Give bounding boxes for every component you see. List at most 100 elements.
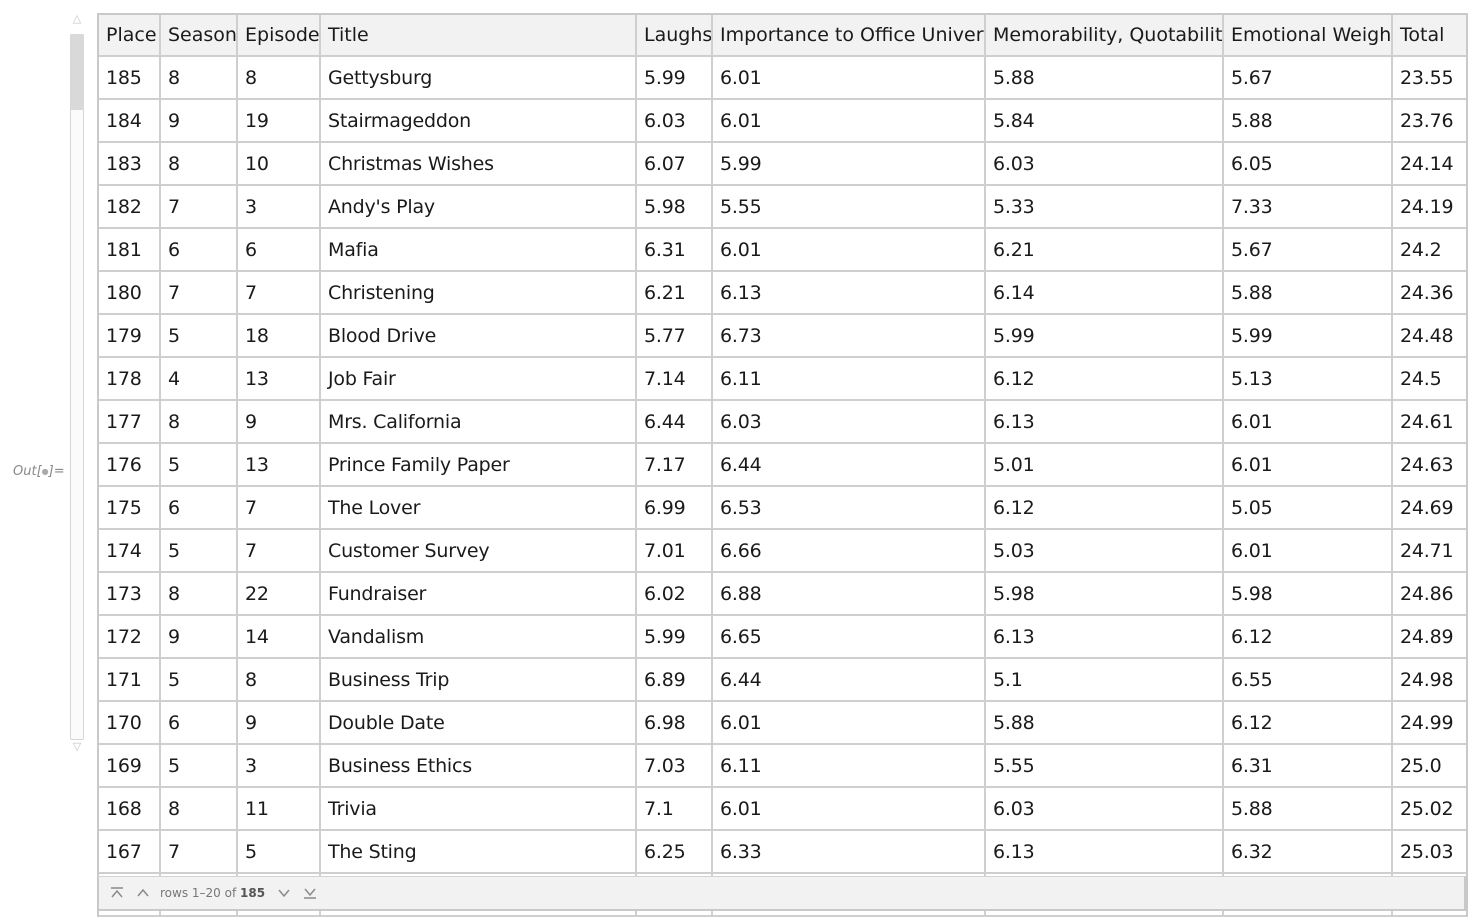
- cell-title: Customer Survey: [319, 528, 637, 573]
- column-header-title[interactable]: Title: [319, 15, 637, 57]
- cell-memorability: 6.13: [984, 399, 1224, 444]
- cell-episode: 10: [236, 141, 321, 186]
- cell-place: 176: [99, 442, 161, 487]
- column-header-memorability[interactable]: Memorability, Quotability: [984, 15, 1224, 57]
- column-header-importance[interactable]: Importance to Office Universe: [711, 15, 986, 57]
- output-cell-label: Out[●]=: [13, 464, 65, 479]
- cell-importance: 6.01: [711, 227, 986, 272]
- cell-total: 24.2: [1391, 227, 1466, 272]
- cell-place: 179: [99, 313, 161, 358]
- cell-title: Christening: [319, 270, 637, 315]
- cell-memorability: 5.33: [984, 184, 1224, 229]
- output-cell-dot-icon: ●: [41, 467, 49, 476]
- cell-title: Fundraiser: [319, 571, 637, 616]
- cell-place: 180: [99, 270, 161, 315]
- cell-importance: 6.44: [711, 442, 986, 487]
- table-row: 171 5 8 Business Trip 6.89 6.44 5.1 6.55 24.98: [99, 657, 1466, 702]
- cell-emotional-weight: 6.31: [1222, 743, 1393, 788]
- cell-memorability: 5.03: [984, 528, 1224, 573]
- cell-title: Vandalism: [319, 614, 637, 659]
- cell-laughs: 6.25: [635, 829, 713, 874]
- cell-title: Double Date: [319, 700, 637, 745]
- cell-total: 24.36: [1391, 270, 1466, 315]
- table-header-row: Place Season Episode Title Laughs Importance …: [99, 15, 1466, 57]
- cell-season: 8: [159, 399, 238, 444]
- table-row: 168 8 11 Trivia 7.1 6.01 6.03 5.88 25.02: [99, 786, 1466, 831]
- cell-place: 185: [99, 55, 161, 100]
- last-page-icon[interactable]: [299, 882, 321, 904]
- scrollbar-track[interactable]: [70, 34, 84, 740]
- cell-total: 24.86: [1391, 571, 1466, 616]
- scroll-up-icon[interactable]: △: [72, 12, 82, 25]
- cell-title: Business Trip: [319, 657, 637, 702]
- cell-episode: 3: [236, 184, 321, 229]
- cell-emotional-weight: 5.67: [1222, 55, 1393, 100]
- cell-episode: 19: [236, 98, 321, 143]
- column-header-emotional-weight[interactable]: Emotional Weight: [1222, 15, 1393, 57]
- previous-page-icon[interactable]: [132, 882, 154, 904]
- column-header-laughs[interactable]: Laughs: [635, 15, 713, 57]
- cell-memorability: 6.03: [984, 141, 1224, 186]
- cell-title: Gettysburg: [319, 55, 637, 100]
- cell-season: 5: [159, 743, 238, 788]
- cell-emotional-weight: 5.05: [1222, 485, 1393, 530]
- cell-place: 183: [99, 141, 161, 186]
- cell-emotional-weight: 6.32: [1222, 829, 1393, 874]
- cell-laughs: 6.89: [635, 657, 713, 702]
- cell-title: Trivia: [319, 786, 637, 831]
- cell-season: 9: [159, 614, 238, 659]
- cell-total: 24.69: [1391, 485, 1466, 530]
- cell-episode: 3: [236, 743, 321, 788]
- cell-total: 24.99: [1391, 700, 1466, 745]
- cell-importance: 6.44: [711, 657, 986, 702]
- table-row: 174 5 7 Customer Survey 7.01 6.66 5.03 6.01 24.7…: [99, 528, 1466, 573]
- cell-importance: 6.11: [711, 356, 986, 401]
- column-header-place[interactable]: Place: [99, 15, 161, 57]
- cell-total: 24.48: [1391, 313, 1466, 358]
- cell-season: 4: [159, 356, 238, 401]
- cell-importance: 6.01: [711, 786, 986, 831]
- cell-memorability: 6.13: [984, 829, 1224, 874]
- cell-season: 6: [159, 485, 238, 530]
- rows-indicator: rows 1–20 of 185: [160, 886, 266, 900]
- cell-importance: 6.33: [711, 829, 986, 874]
- cell-emotional-weight: 6.01: [1222, 528, 1393, 573]
- cell-season: 8: [159, 55, 238, 100]
- next-page-icon[interactable]: [273, 882, 295, 904]
- cell-season: 5: [159, 442, 238, 487]
- cell-total: 23.55: [1391, 55, 1466, 100]
- cell-importance: 6.66: [711, 528, 986, 573]
- cell-emotional-weight: 5.99: [1222, 313, 1393, 358]
- pagination-bar: rows 1–20 of 185: [97, 876, 1466, 911]
- cell-title: Stairmageddon: [319, 98, 637, 143]
- column-header-episode[interactable]: Episode: [236, 15, 321, 57]
- cell-title: Andy's Play: [319, 184, 637, 229]
- cell-season: 7: [159, 829, 238, 874]
- cell-laughs: 5.98: [635, 184, 713, 229]
- column-header-total[interactable]: Total: [1391, 15, 1466, 57]
- cell-total: 24.14: [1391, 141, 1466, 186]
- cell-place: 173: [99, 571, 161, 616]
- cell-place: 182: [99, 184, 161, 229]
- first-page-icon[interactable]: [106, 882, 128, 904]
- cell-memorability: 6.13: [984, 614, 1224, 659]
- column-header-season[interactable]: Season: [159, 15, 238, 57]
- cell-laughs: 7.1: [635, 786, 713, 831]
- cell-laughs: 7.17: [635, 442, 713, 487]
- cell-emotional-weight: 6.55: [1222, 657, 1393, 702]
- vertical-scrollbar[interactable]: △ ▽: [68, 12, 86, 760]
- cell-emotional-weight: 5.88: [1222, 98, 1393, 143]
- cell-place: 167: [99, 829, 161, 874]
- cell-memorability: 5.01: [984, 442, 1224, 487]
- cell-laughs: 7.01: [635, 528, 713, 573]
- cell-emotional-weight: 5.98: [1222, 571, 1393, 616]
- cell-emotional-weight: 6.01: [1222, 442, 1393, 487]
- cell-laughs: 5.99: [635, 614, 713, 659]
- scrollbar-thumb[interactable]: [70, 34, 84, 110]
- cell-laughs: 7.03: [635, 743, 713, 788]
- cell-laughs: 6.31: [635, 227, 713, 272]
- cell-season: 6: [159, 227, 238, 272]
- cell-importance: 6.01: [711, 700, 986, 745]
- cell-season: 8: [159, 571, 238, 616]
- scroll-down-icon[interactable]: ▽: [72, 740, 82, 753]
